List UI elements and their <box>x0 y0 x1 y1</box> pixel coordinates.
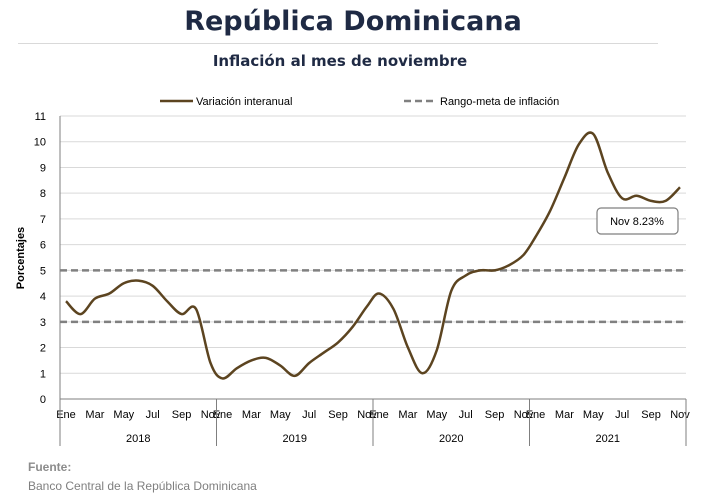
x-tick-label: Mar <box>555 409 574 421</box>
title-divider <box>18 43 658 44</box>
series-line-variacion-interanual <box>65 131 681 380</box>
x-tick-label: Mar <box>398 409 417 421</box>
x-tick-label: Jul <box>302 409 316 421</box>
y-tick-label: 2 <box>40 343 46 355</box>
y-tick-label: 0 <box>40 394 46 406</box>
x-tick-label: Nov <box>514 409 534 421</box>
x-tick-label: May <box>270 409 291 421</box>
year-label: 2019 <box>283 433 307 445</box>
year-label: 2021 <box>596 433 620 445</box>
y-tick-label: 6 <box>40 240 46 252</box>
y-tick-label: 10 <box>34 137 46 149</box>
y-tick-label: 3 <box>40 317 46 329</box>
x-tick-label: Jul <box>615 409 629 421</box>
x-tick-label: Jul <box>459 409 473 421</box>
x-tick-label: Mar <box>85 409 104 421</box>
x-tick-label: May <box>113 409 134 421</box>
source-text: Banco Central de la República Dominicana <box>28 479 257 493</box>
legend-label-variacion-interanual: Variación interanual <box>196 96 292 108</box>
x-tick-label: Sep <box>172 409 192 421</box>
y-tick-label: 4 <box>40 291 46 303</box>
x-tick-label: Ene <box>213 409 233 421</box>
year-label: 2020 <box>439 433 463 445</box>
x-tick-label: Nov <box>357 409 377 421</box>
legend-label-rango-meta: Rango-meta de inflación <box>440 96 559 108</box>
x-tick-label: Mar <box>242 409 261 421</box>
annotation-label: Nov 8.23% <box>610 216 664 228</box>
y-tick-label: 9 <box>40 162 46 174</box>
y-tick-label: 8 <box>40 188 46 200</box>
chart-title: República Dominicana <box>184 6 522 37</box>
x-tick-label: Ene <box>526 409 546 421</box>
x-tick-label: Ene <box>369 409 389 421</box>
year-label: 2018 <box>126 433 150 445</box>
x-tick-label: Sep <box>641 409 661 421</box>
annotation-box <box>596 207 679 235</box>
y-tick-label: 7 <box>40 214 46 226</box>
source-label: Fuente: <box>28 460 72 474</box>
y-tick-label: 11 <box>35 111 46 123</box>
x-tick-label: Sep <box>328 409 348 421</box>
x-tick-label: May <box>583 409 604 421</box>
chart-subtitle: Inflación al mes de noviembre <box>212 52 468 70</box>
y-tick-label: 1 <box>40 368 46 380</box>
x-tick-label: Nov <box>201 409 221 421</box>
y-tick-label: 5 <box>40 265 46 277</box>
x-tick-label: Nov <box>670 409 690 421</box>
x-tick-label: Ene <box>56 409 76 421</box>
x-tick-label: May <box>426 409 447 421</box>
y-axis-label: Porcentajes <box>15 227 27 289</box>
x-tick-label: Jul <box>146 409 160 421</box>
x-tick-label: Sep <box>485 409 505 421</box>
